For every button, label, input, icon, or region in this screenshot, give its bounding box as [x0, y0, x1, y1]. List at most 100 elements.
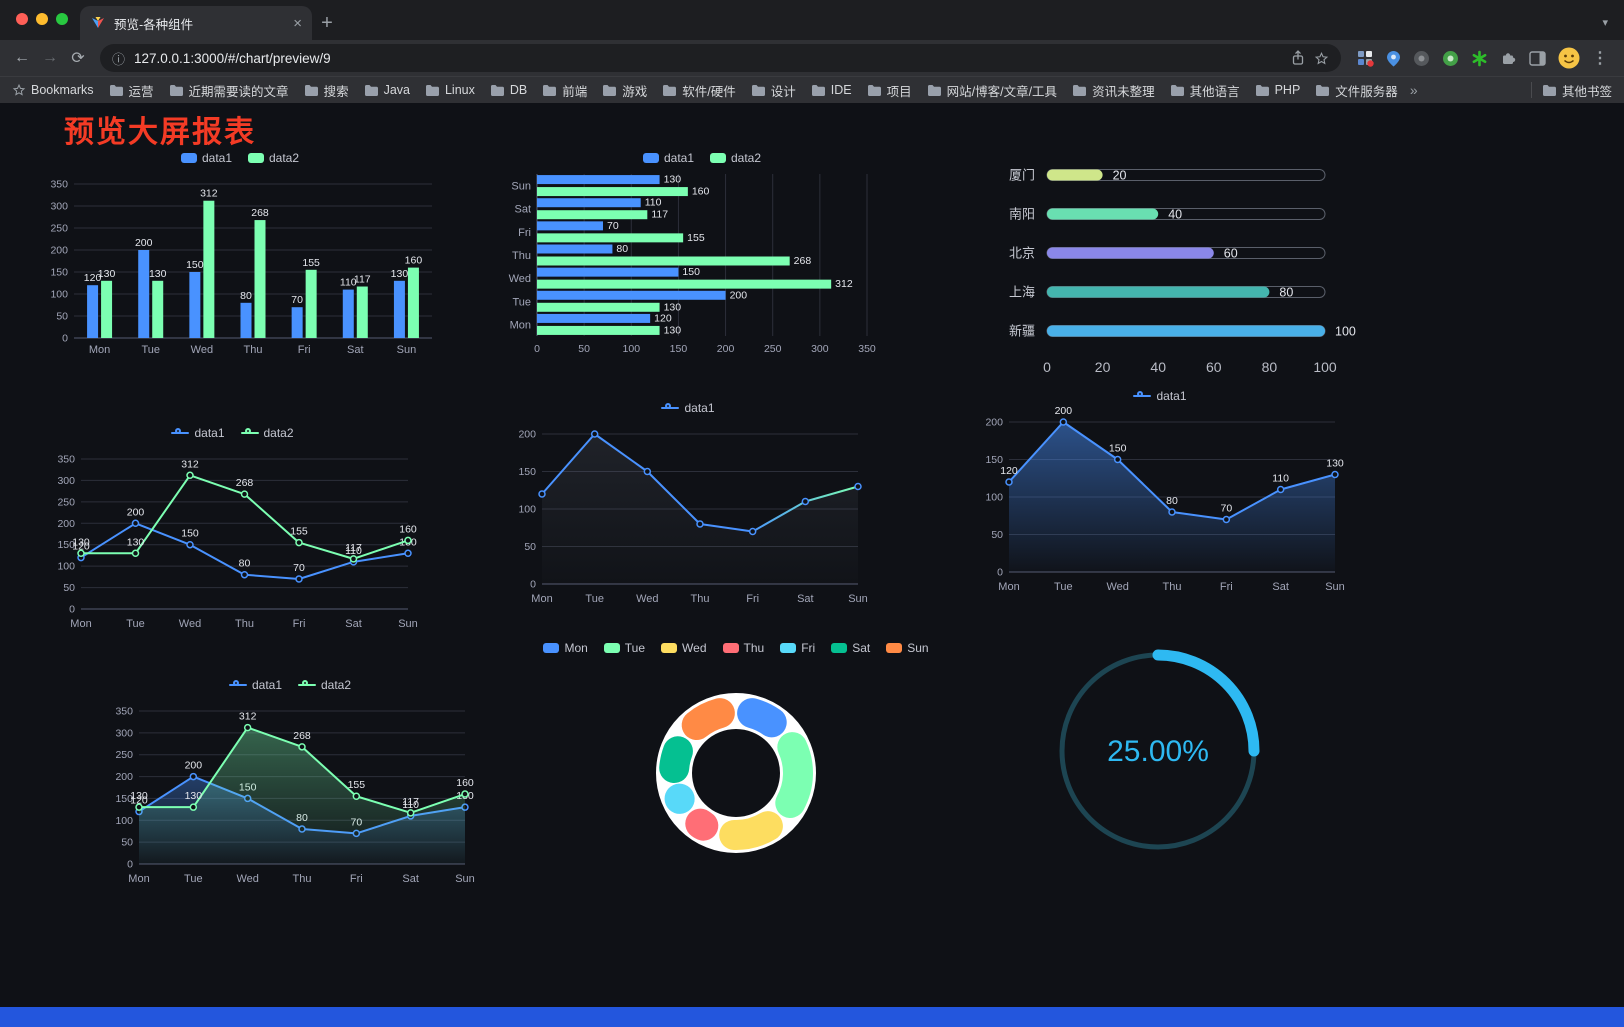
bookmark-item[interactable]: 文件服务器 — [1315, 81, 1398, 100]
chart-line-basic[interactable]: data1 data2 0 50 100 150 200 250 300 350 Mon Tue Wed… — [45, 423, 420, 635]
bookmark-item[interactable]: 前端 — [542, 81, 587, 100]
bookmark-item[interactable]: 资讯未整理 — [1072, 81, 1155, 100]
bookmark-item[interactable]: 网站/博客/文章/工具 — [927, 81, 1057, 100]
legend-item-Mon[interactable]: Mon — [543, 641, 588, 655]
legend-item-Tue[interactable]: Tue — [603, 641, 645, 655]
svg-text:120: 120 — [130, 795, 148, 807]
extension-icon-dark-circle[interactable] — [1413, 50, 1430, 67]
legend-item-Thu[interactable]: Thu — [722, 641, 764, 655]
svg-text:Sun: Sun — [398, 618, 418, 630]
legend-label: data1 — [194, 426, 225, 440]
legend-item-data2[interactable]: data2 — [240, 426, 294, 440]
profile-avatar[interactable] — [1558, 47, 1580, 69]
window-minimize-button[interactable] — [36, 13, 48, 25]
legend-item-data1[interactable]: data1 — [1133, 389, 1187, 403]
folder-icon — [490, 84, 504, 96]
bookmarks-overflow-chevron[interactable]: » — [1409, 82, 1418, 98]
bookmark-item[interactable]: 搜索 — [304, 81, 349, 100]
bookmark-item[interactable]: Linux — [425, 83, 475, 97]
tab-search-icon[interactable]: ▾ — [1602, 17, 1608, 29]
chart-line-gradient[interactable]: data1 0 50 100 150 200 Mon Tue Wed Thu Fri Sat Sun — [506, 398, 870, 610]
svg-text:160: 160 — [399, 523, 417, 535]
bookmark-item[interactable]: PHP — [1255, 83, 1300, 97]
legend-item-Wed[interactable]: Wed — [661, 641, 707, 655]
bookmarks-bar: Bookmarks 运营 近期需要读的文章 搜索 Java Linux DB 前端 游戏 软件/硬… — [0, 76, 1624, 103]
chart-canvas[interactable]: 0 50 100 150 200 250 300 350 Mon Tue Wed Thu Fri Sat S… — [103, 695, 477, 890]
bookmark-item-bookmarks[interactable]: Bookmarks — [12, 83, 94, 97]
svg-text:100: 100 — [1313, 359, 1337, 375]
legend-item-data2[interactable]: data2 — [298, 678, 351, 692]
bookmark-item[interactable]: 软件/硬件 — [662, 81, 736, 100]
legend-item-data2[interactable]: data2 — [710, 151, 761, 165]
svg-text:100: 100 — [50, 289, 68, 301]
legend-item-Sat[interactable]: Sat — [831, 641, 870, 655]
side-panel-icon[interactable] — [1529, 50, 1546, 66]
legend-item-data1[interactable]: data1 — [661, 401, 715, 415]
legend-item-data1[interactable]: data1 — [180, 151, 232, 165]
bookmark-item[interactable]: IDE — [811, 83, 852, 97]
bookmark-item[interactable]: Java — [364, 83, 410, 97]
legend-item-Sun[interactable]: Sun — [886, 641, 929, 655]
chart-progress-bars[interactable]: 厦门 20 南阳 40 北京 60 上海 80 新疆 100 0 20 40 60 80 100 — [995, 155, 1365, 385]
chart-canvas[interactable]: 0 50 100 150 200 250 300 350 Mon Tue Wed Thu Fri Sat S… — [45, 443, 420, 635]
other-bookmarks[interactable]: 其他书签 — [1542, 81, 1612, 100]
svg-text:Sat: Sat — [345, 618, 362, 630]
chart-canvas[interactable]: 050100150200250300350Mon120130Tue200130W… — [40, 168, 440, 360]
svg-text:0: 0 — [534, 343, 540, 355]
legend-item-Fri[interactable]: Fri — [780, 641, 815, 655]
reload-button[interactable]: ⟳ — [71, 50, 85, 67]
address-bar[interactable]: ⓘ 127.0.0.1:3000/#/chart/preview/9 — [100, 44, 1341, 72]
site-info-icon[interactable]: ⓘ — [112, 51, 126, 67]
back-button[interactable]: ← — [14, 49, 30, 66]
bookmark-item[interactable]: 设计 — [751, 81, 796, 100]
svg-text:Wed: Wed — [509, 273, 531, 285]
svg-text:70: 70 — [291, 294, 303, 306]
bookmark-label: 网站/博客/文章/工具 — [946, 84, 1058, 99]
extension-icon-green-star[interactable] — [1471, 50, 1488, 67]
svg-text:Fri: Fri — [1220, 581, 1233, 593]
extension-icon-pin[interactable] — [1386, 50, 1401, 67]
forward-button[interactable]: → — [42, 49, 58, 66]
svg-text:南阳: 南阳 — [1009, 207, 1035, 222]
bookmark-item[interactable]: 游戏 — [602, 81, 647, 100]
new-tab-button[interactable]: + — [321, 11, 333, 34]
menu-kebab-icon[interactable]: ⋮ — [1592, 50, 1608, 67]
chart-canvas[interactable] — [550, 658, 922, 888]
chart-line-area[interactable]: data1 0 50 100 150 200 Mon Tue Wed Thu Fri Sat Sun 12… — [973, 386, 1347, 598]
bookmark-label: Java — [383, 83, 410, 97]
browser-tab[interactable]: 预览-各种组件 × — [80, 6, 312, 40]
legend-label: data1 — [1156, 389, 1187, 403]
bookmark-item[interactable]: 运营 — [109, 81, 154, 100]
bookmark-item[interactable]: 近期需要读的文章 — [169, 81, 289, 100]
chart-line-area-double[interactable]: data1 data2 0 50 100 150 200 250 300 350 Mon Tue Wed… — [103, 675, 477, 890]
share-icon[interactable] — [1291, 50, 1305, 66]
legend-item-data1[interactable]: data1 — [642, 151, 694, 165]
chart-bar-horizontal[interactable]: data1 data2 0 50 100 150 200 250 300 350 Sun 130 160… — [503, 148, 901, 360]
extension-icon-grid[interactable] — [1357, 50, 1374, 67]
legend-item-data1[interactable]: data1 — [228, 678, 282, 692]
svg-text:130: 130 — [127, 536, 145, 548]
bookmark-star-icon[interactable] — [1314, 51, 1329, 66]
extensions-puzzle-icon[interactable] — [1500, 50, 1517, 67]
bookmark-item[interactable]: 其他语言 — [1170, 81, 1240, 100]
folder-icon — [603, 84, 617, 96]
chart-canvas[interactable]: 25.00% — [1043, 645, 1273, 870]
tab-close-icon[interactable]: × — [293, 14, 302, 32]
legend-item-data2[interactable]: data2 — [248, 151, 299, 165]
bookmark-item[interactable]: DB — [490, 83, 527, 97]
chart-canvas[interactable]: 0 50 100 150 200 Mon Tue Wed Thu Fri Sat Sun 120 200 1… — [973, 406, 1347, 598]
chart-bar-grouped[interactable]: data1 data2 0 50 100 150 200 250 300 350 Mon 120 130… — [40, 148, 440, 360]
chart-gauge[interactable]: 25.00% — [1043, 645, 1273, 870]
window-zoom-button[interactable] — [56, 13, 68, 25]
chart-donut[interactable]: Mon Tue Wed Thu Fri Sat Sun — [543, 638, 929, 888]
svg-text:Tue: Tue — [585, 593, 604, 605]
svg-text:50: 50 — [578, 343, 590, 355]
chart-canvas[interactable]: 厦门 20 南阳 40 北京 60 上海 80 新疆 100 0 20 40 60 80 100 — [995, 155, 1365, 385]
chart-canvas[interactable]: 0 50 100 150 200 Mon Tue Wed Thu Fri Sat Sun — [506, 418, 870, 610]
extension-icon-green-circle[interactable] — [1442, 50, 1459, 67]
legend-item-data1[interactable]: data1 — [171, 426, 225, 440]
bookmark-item[interactable]: 项目 — [867, 81, 912, 100]
window-close-button[interactable] — [16, 13, 28, 25]
legend-label: Sun — [907, 641, 929, 655]
